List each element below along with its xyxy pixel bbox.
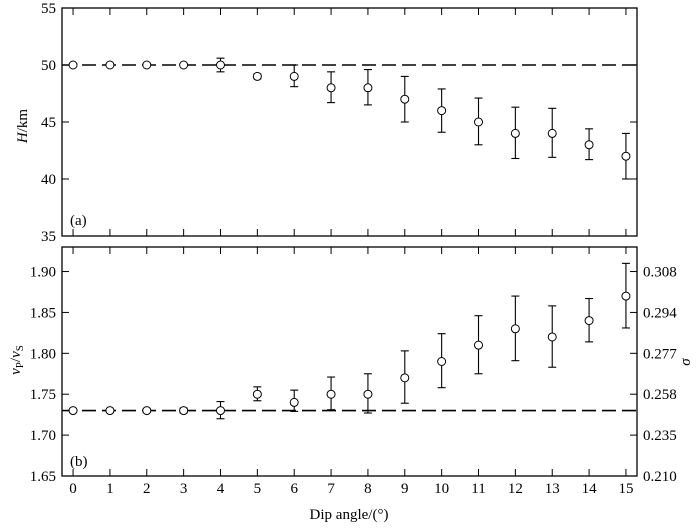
right-tick-label: 0.277 [643, 346, 677, 362]
ylabel-b-sub1: P [14, 362, 26, 368]
x-tick-label: 4 [217, 481, 225, 497]
x-tick-label: 11 [471, 481, 485, 497]
x-tick-label: 8 [364, 481, 372, 497]
y-tick-label-a: 50 [41, 58, 56, 74]
panel-b: 1.65 1.70 1.75 1.80 1.85 1.90 0.210 0.235 0.258 0… [30, 246, 677, 497]
data-point-a [105, 60, 115, 70]
data-point-b [326, 389, 336, 399]
ylabel-b-v1: v [8, 368, 24, 375]
x-tick-label: 3 [180, 481, 188, 497]
ylabel-a: H/km [15, 109, 31, 145]
y-tick-label-a: 45 [41, 115, 56, 131]
x-tick-label: 7 [327, 481, 335, 497]
ylabel-b-v2: v [8, 351, 24, 358]
y-tick-label-b: 1.70 [30, 428, 56, 444]
data-point-a [142, 60, 152, 70]
xlabel: Dip angle/(°) [310, 507, 389, 523]
x-tick-label: 13 [545, 481, 560, 497]
x-tick-label: 9 [401, 481, 409, 497]
data-point-b [437, 357, 447, 366]
y-tick-label-b: 1.75 [30, 387, 56, 403]
y-tick-label-b: 1.80 [30, 346, 56, 362]
y-tick-label-b: 1.90 [30, 265, 56, 281]
ylabel-a-unit: /km [15, 109, 31, 133]
plot-frame-a [61, 7, 638, 237]
data-point-b [68, 406, 78, 416]
data-point-a [363, 83, 373, 93]
data-point-b [215, 406, 225, 416]
x-tick-label: 10 [434, 481, 449, 497]
ylabel-b-slash: / [8, 357, 24, 362]
data-point-b [584, 316, 594, 326]
x-tick-label: 5 [254, 481, 262, 497]
x-tick-label: 0 [69, 481, 77, 497]
panel-a: 35 40 45 50 55 [41, 1, 638, 245]
data-point-b [400, 373, 410, 383]
ylabel-right: σ [678, 358, 694, 366]
right-tick-label: 0.235 [643, 428, 677, 444]
data-point-b [474, 340, 484, 350]
x-tick-label: 1 [106, 481, 114, 497]
ylabel-b: vP/vS [8, 345, 26, 375]
data-point-b [179, 406, 189, 416]
right-tick-label: 0.258 [643, 387, 677, 403]
x-tick-label: 15 [618, 481, 633, 497]
y-tick-label-b: 1.85 [30, 305, 56, 321]
data-point-a [326, 83, 336, 93]
data-point-a [252, 71, 262, 81]
x-tick-label: 6 [290, 481, 298, 497]
data-point-a [437, 106, 447, 116]
x-tick-label: 2 [143, 481, 151, 497]
ylabel-b-sub2: S [14, 345, 26, 351]
data-point-b [289, 397, 299, 407]
data-point-a [510, 128, 520, 138]
panel-b-label: (b) [70, 454, 88, 470]
data-point-b [363, 389, 373, 399]
data-point-b [547, 332, 557, 342]
x-tick-label: 14 [582, 481, 598, 497]
data-point-a [621, 151, 631, 161]
data-point-b [510, 324, 520, 334]
data-point-a [215, 60, 225, 70]
right-tick-label: 0.294 [643, 305, 677, 321]
plot-frame-b [61, 246, 638, 477]
right-tick-label: 0.308 [643, 265, 677, 281]
panel-a-label: (a) [70, 213, 87, 229]
ylabel-a-var: H [15, 131, 31, 144]
data-point-a [179, 60, 189, 70]
y-tick-label-a: 35 [41, 229, 56, 245]
data-point-a [584, 140, 594, 150]
data-point-a [474, 117, 484, 127]
right-tick-label: 0.210 [643, 469, 677, 485]
data-point-b [621, 291, 631, 301]
data-point-a [400, 94, 410, 104]
y-tick-label-a: 40 [41, 172, 56, 188]
data-point-b [142, 406, 152, 416]
y-tick-label-b: 1.65 [30, 469, 56, 485]
y-tick-label-a: 55 [41, 1, 56, 17]
x-tick-label: 12 [508, 481, 523, 497]
data-point-a [289, 71, 299, 81]
data-point-b [252, 389, 262, 399]
data-point-a [547, 128, 557, 138]
data-point-a [68, 60, 78, 70]
data-point-b [105, 406, 115, 416]
